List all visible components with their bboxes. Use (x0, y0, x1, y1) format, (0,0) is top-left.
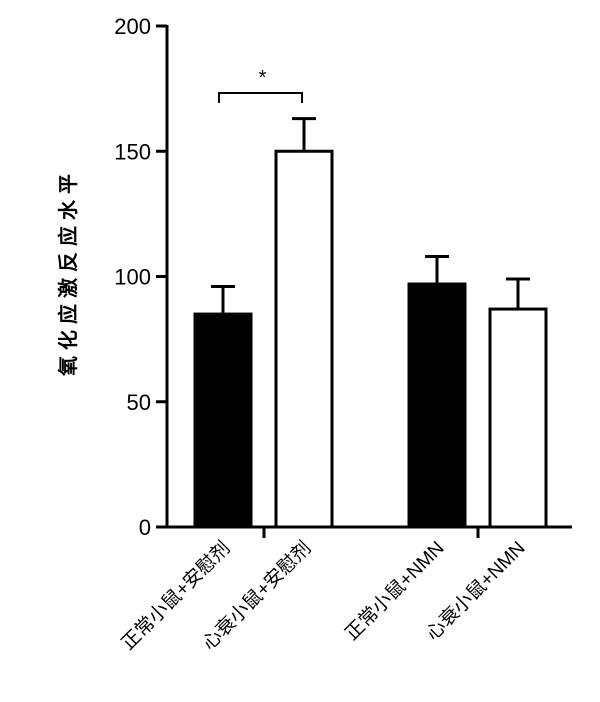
y-tick-label: 100 (114, 265, 151, 290)
significance-bracket (218, 92, 303, 103)
bar (193, 312, 253, 529)
y-tick-label: 0 (139, 515, 151, 540)
bar (488, 307, 548, 529)
y-axis-label: 氧化应激反应水平 (56, 168, 80, 377)
bar (407, 282, 467, 529)
significance-label: * (259, 67, 267, 89)
significance-brackets: * (218, 67, 303, 103)
y-tick-label: 150 (114, 139, 151, 164)
y-tick-label: 50 (127, 390, 151, 415)
y-axis-title: 氧化应激反应水平 (56, 168, 80, 377)
error-bars (211, 117, 530, 315)
bars (193, 149, 548, 529)
bar (274, 149, 334, 529)
y-tick-label: 200 (114, 14, 151, 39)
